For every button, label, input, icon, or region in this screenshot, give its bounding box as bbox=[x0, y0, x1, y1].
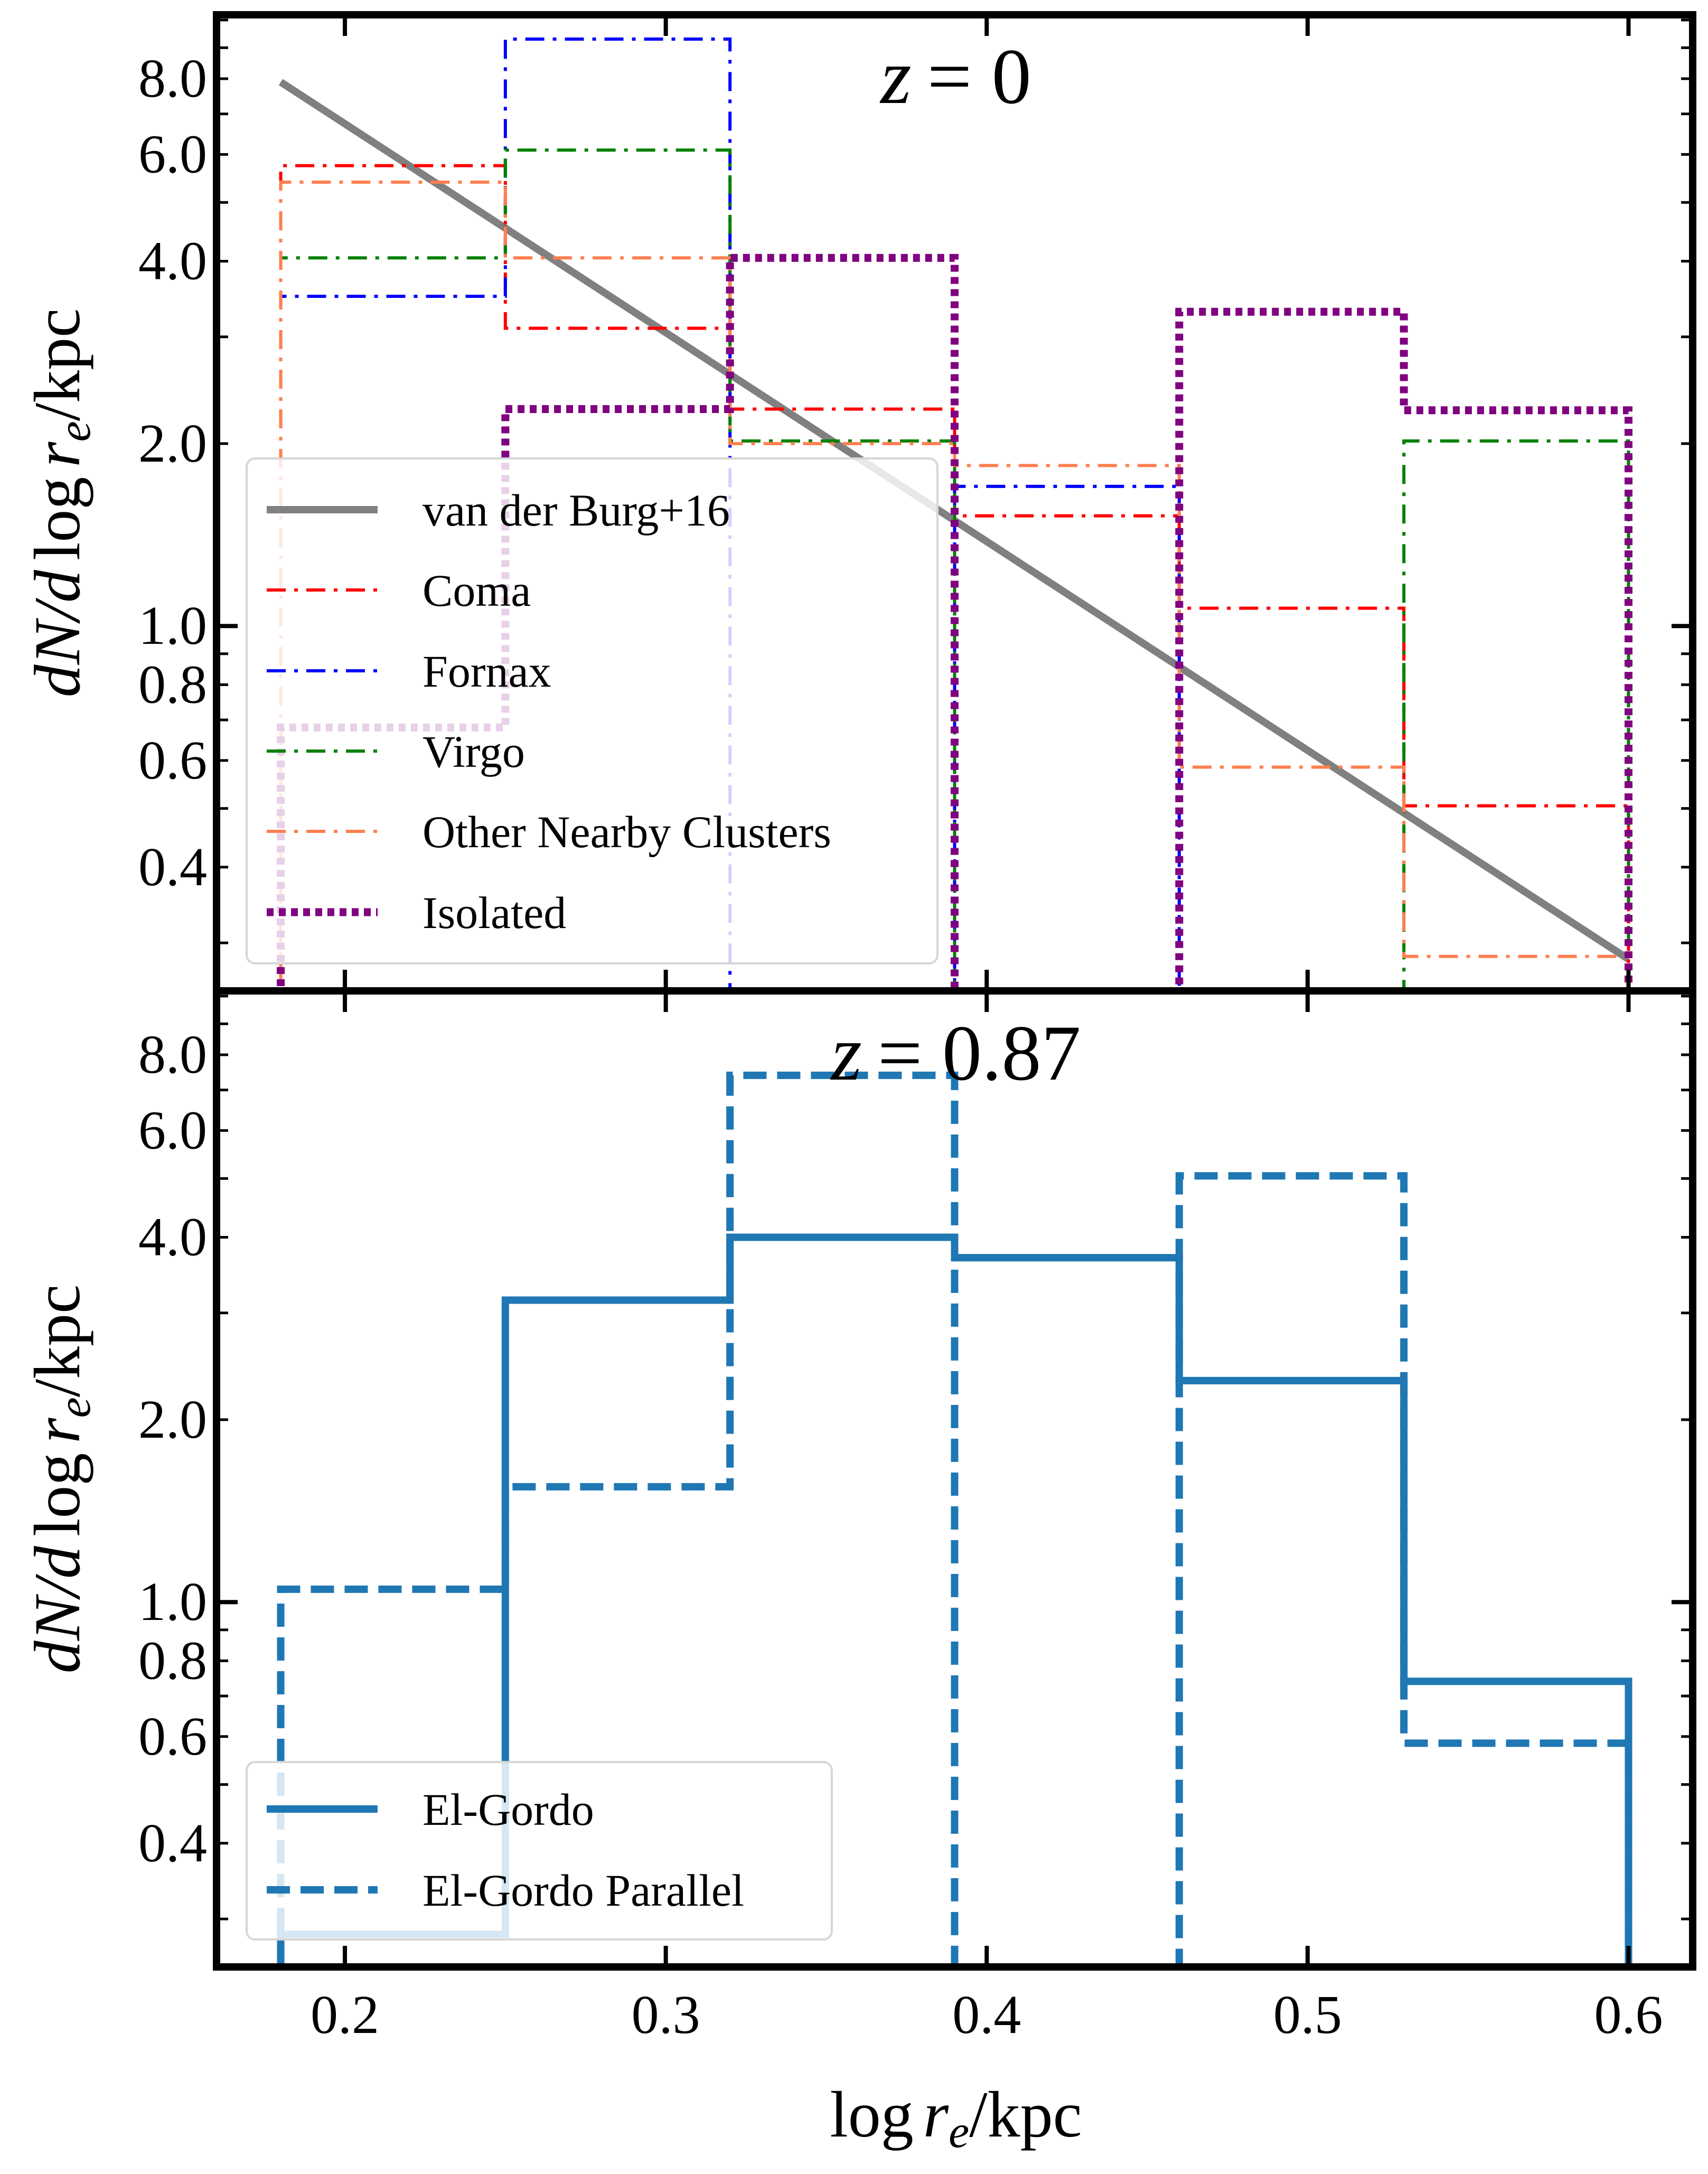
histogram-other-nearby-clusters bbox=[279, 180, 1630, 991]
x-tick-label: 0.2 bbox=[311, 1984, 379, 2045]
top-y-tick-label: 0.6 bbox=[138, 730, 207, 791]
top-y-tick-label: 1.0 bbox=[138, 595, 207, 656]
bottom-y-tick-label: 0.4 bbox=[138, 1813, 207, 1873]
top-y-tick-label: 8.0 bbox=[138, 48, 207, 109]
top-panel: 0.4 0.6 0.81.0 2.0 4.0 6.0 8.0 z = 0 dN/dlogre/… bbox=[21, 11, 1696, 995]
top-panel-title: z = 0 bbox=[879, 33, 1031, 120]
bottom-y-axis-label: dN/dlogre/kpc bbox=[21, 1285, 100, 1673]
top-y-tick-label: 0.4 bbox=[138, 837, 207, 897]
x-axis-label: log re/kpc bbox=[830, 2078, 1082, 2158]
top-y-tick-label: 2.0 bbox=[138, 413, 207, 474]
top-y-axis-label: dN/dlogre/kpc bbox=[21, 308, 100, 697]
bottom-y-tick-label: 1.0 bbox=[138, 1571, 207, 1632]
legend-label-el-gordo-parallel: El-Gordo Parallel bbox=[423, 1865, 744, 1916]
top-y-tick-label: 0.8 bbox=[138, 654, 207, 715]
legend-label-isolated: Isolated bbox=[423, 887, 566, 938]
top-legend: van der Burg+16 Coma Fornax Virgo Other … bbox=[246, 457, 939, 964]
legend-label-van-der-burg: van der Burg+16 bbox=[423, 485, 730, 536]
histogram-el-gordo-parallel bbox=[277, 1071, 1632, 1967]
bottom-y-tick-label: 0.6 bbox=[138, 1706, 207, 1767]
legend-label-fornax: Fornax bbox=[423, 646, 551, 697]
histogram-fornax bbox=[279, 38, 1181, 991]
legend-label-other-nearby-clusters: Other Nearby Clusters bbox=[423, 807, 831, 857]
bottom-y-tick-label: 0.8 bbox=[138, 1630, 207, 1691]
top-y-ticks: 0.4 0.6 0.81.0 2.0 4.0 6.0 8.0 bbox=[138, 18, 1693, 944]
bottom-y-tick-label: 6.0 bbox=[138, 1100, 207, 1160]
bottom-y-tick-label: 2.0 bbox=[138, 1389, 207, 1450]
legend-label-virgo: Virgo bbox=[423, 726, 525, 777]
bottom-plot-frame bbox=[213, 987, 1696, 1971]
top-y-tick-label: 6.0 bbox=[138, 124, 207, 184]
x-tick-label: 0.3 bbox=[632, 1984, 700, 2045]
bottom-legend: El-Gordo El-Gordo Parallel bbox=[246, 1761, 833, 1941]
bottom-panel: 0.4 0.6 0.81.0 2.0 4.0 6.0 8.0 0.2 0.3 0.4 0.5 0.6… bbox=[21, 987, 1696, 2045]
bottom-x-ticks: 0.2 0.3 0.4 0.5 0.6 bbox=[311, 991, 1663, 2045]
x-tick-label: 0.6 bbox=[1594, 1984, 1663, 2045]
bottom-y-tick-label: 4.0 bbox=[138, 1206, 207, 1267]
x-tick-label: 0.5 bbox=[1273, 1984, 1342, 2045]
legend-label-coma: Coma bbox=[423, 565, 531, 616]
top-y-tick-label: 4.0 bbox=[138, 230, 207, 291]
legend-label-el-gordo: El-Gordo bbox=[423, 1784, 594, 1835]
top-legend-box bbox=[246, 457, 939, 964]
bottom-legend-box bbox=[246, 1761, 833, 1941]
x-tick-label: 0.4 bbox=[952, 1984, 1021, 2045]
bottom-panel-title: z = 0.87 bbox=[830, 1009, 1081, 1097]
bottom-y-tick-label: 8.0 bbox=[138, 1024, 207, 1085]
